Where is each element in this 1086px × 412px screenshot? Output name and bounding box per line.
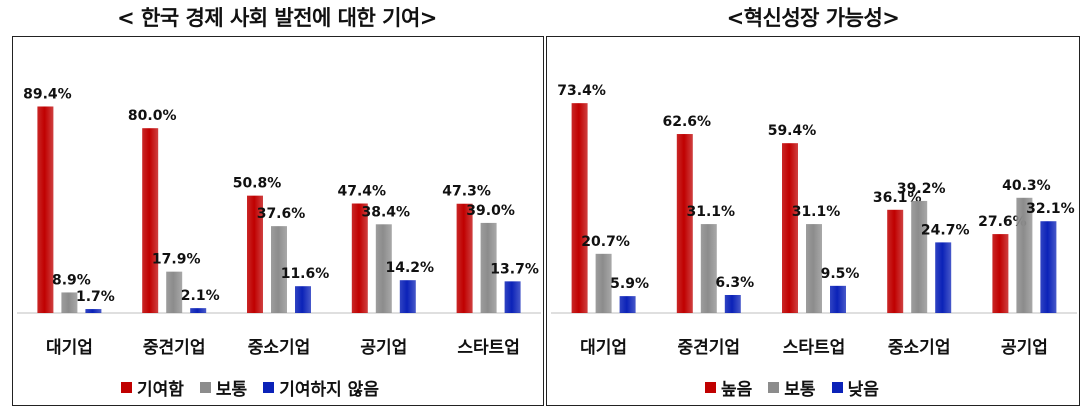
bar-높음-공기업 (992, 234, 1009, 313)
bar-기여하지 않음-스타트업 (504, 281, 521, 313)
left-chart-legend: 기여함 보통 기여하지 않음 (121, 375, 395, 400)
bar-보통-대기업 (61, 292, 78, 313)
data-label: 37.6% (257, 206, 306, 222)
data-label: 13.7% (490, 261, 539, 277)
left-chart-svg: 89.4% 8.9%1.7% 대기업 80.0% 17.9% 2.1% 중견기업 50.8% 3… (17, 86, 541, 358)
bar-낮음-스타트업 (830, 285, 846, 313)
bar-기여함-대기업 (37, 106, 54, 314)
data-label: 1.7% (76, 289, 115, 305)
legend-item: 기여하지 않음 (263, 375, 379, 400)
legend-label: 보통 (784, 380, 816, 400)
data-label: 17.9% (152, 252, 201, 268)
bar-보통-스타트업 (480, 222, 497, 313)
data-label: 31.1% (792, 204, 841, 220)
right-chart-legend: 높음 보통 낮음 (705, 375, 895, 400)
data-label: 39.0% (466, 203, 515, 219)
legend-item: 보통 (768, 375, 816, 400)
bar-낮음-중견기업 (724, 294, 741, 313)
data-label: 24.7% (921, 222, 970, 238)
legend-swatch (199, 382, 211, 393)
legend-label: 기여하지 않음 (279, 380, 379, 400)
legend-item: 높음 (705, 375, 752, 400)
bar-기여하지 않음-공기업 (399, 280, 416, 313)
data-label: 20.7% (581, 234, 630, 250)
bar-보통-공기업 (1016, 197, 1033, 313)
bar-낮음-공기업 (1040, 221, 1057, 313)
data-label: 32.1% (1026, 201, 1075, 217)
bar-높음-중소기업 (887, 209, 904, 313)
bar-보통-중견기업 (166, 271, 183, 313)
data-label: 47.3% (442, 184, 491, 200)
left-chart-panel: 89.4% 8.9% 1.7% 대기업 80.0% 17.9% 2.1% 중견기업 50.8% 3… (12, 36, 544, 406)
data-label: 14.2% (386, 260, 435, 276)
legend-swatch (831, 382, 843, 393)
bar-높음-대기업 (571, 103, 588, 313)
category-label: 공기업 (360, 338, 407, 358)
legend-label: 보통 (215, 380, 248, 400)
data-label: 40.3% (1002, 178, 1051, 194)
bar-보통-중소기업 (911, 200, 928, 313)
category-label: 중소기업 (888, 338, 951, 358)
data-label: 5.9% (610, 276, 649, 292)
legend-item: 보통 (199, 375, 248, 400)
data-label: 59.4% (768, 123, 817, 139)
data-label: 73.4% (557, 83, 606, 99)
legend-swatch (705, 382, 716, 393)
category-label: 중소기업 (248, 338, 311, 358)
bar-기여하지 않음-대기업 (85, 309, 102, 313)
data-label: 36.1% (873, 190, 922, 206)
legend-item: 기여함 (121, 375, 184, 400)
category-label: 대기업 (580, 338, 627, 358)
bar-높음-스타트업 (782, 143, 798, 313)
bar-보통-스타트업 (806, 224, 822, 313)
bar-기여함-스타트업 (456, 203, 473, 313)
right-chart-title: <혁신성장 가능성> (726, 6, 900, 30)
category-label: 중견기업 (678, 338, 741, 358)
category-label: 대기업 (46, 338, 93, 358)
bar-낮음-대기업 (619, 296, 636, 313)
data-label: 2.1% (181, 288, 220, 304)
bar-보통-중소기업 (271, 226, 287, 313)
data-label: 38.4% (362, 204, 411, 220)
legend-swatch (263, 382, 275, 393)
bar-기여하지 않음-중견기업 (190, 308, 207, 313)
data-label: 8.9% (52, 272, 91, 288)
data-label: 31.1% (687, 204, 736, 220)
legend-swatch (768, 382, 780, 393)
data-label: 50.8% (233, 176, 282, 192)
bar-기여하지 않음-중소기업 (295, 286, 311, 313)
left-chart-title: < 한국 경제 사회 발전에 대한 기여> (117, 6, 437, 30)
data-label: 89.4% (23, 86, 72, 102)
bar-보통-중견기업 (700, 224, 717, 313)
data-label: 62.6% (663, 114, 712, 130)
category-label: 스타트업 (783, 338, 846, 358)
bar-기여함-공기업 (351, 203, 368, 313)
bar-높음-중견기업 (676, 134, 693, 313)
bar-보통-공기업 (375, 224, 392, 313)
data-label: 47.4% (338, 184, 387, 200)
bar-보통-대기업 (595, 253, 612, 313)
legend-label: 높음 (721, 380, 753, 400)
right-chart-svg: 73.4% 20.7% 5.9% 대기업 62.6% 31.1% 6.3% 중견기업 59.4%… (551, 83, 1077, 358)
legend-label: 낮음 (847, 380, 879, 400)
legend-swatch (121, 382, 132, 393)
bar-기여함-중소기업 (247, 195, 263, 313)
data-label: 6.3% (715, 275, 754, 291)
legend-label: 기여함 (137, 380, 184, 400)
data-label: 11.6% (281, 266, 330, 282)
data-label: 80.0% (128, 108, 177, 124)
category-label: 공기업 (1001, 338, 1048, 358)
bar-기여함-중견기업 (142, 128, 159, 313)
data-label: 27.6% (978, 214, 1027, 230)
bar-낮음-중소기업 (935, 242, 952, 313)
right-chart-panel: 73.4% 20.7% 5.9% 대기업 62.6% 31.1% 6.3% 중견기업 59.4%… (546, 36, 1080, 406)
data-label: 39.2% (897, 181, 946, 197)
legend-item: 낮음 (831, 375, 879, 400)
category-label: 중견기업 (143, 338, 206, 358)
category-label: 스타트업 (457, 338, 520, 358)
data-label: 9.5% (821, 266, 860, 282)
